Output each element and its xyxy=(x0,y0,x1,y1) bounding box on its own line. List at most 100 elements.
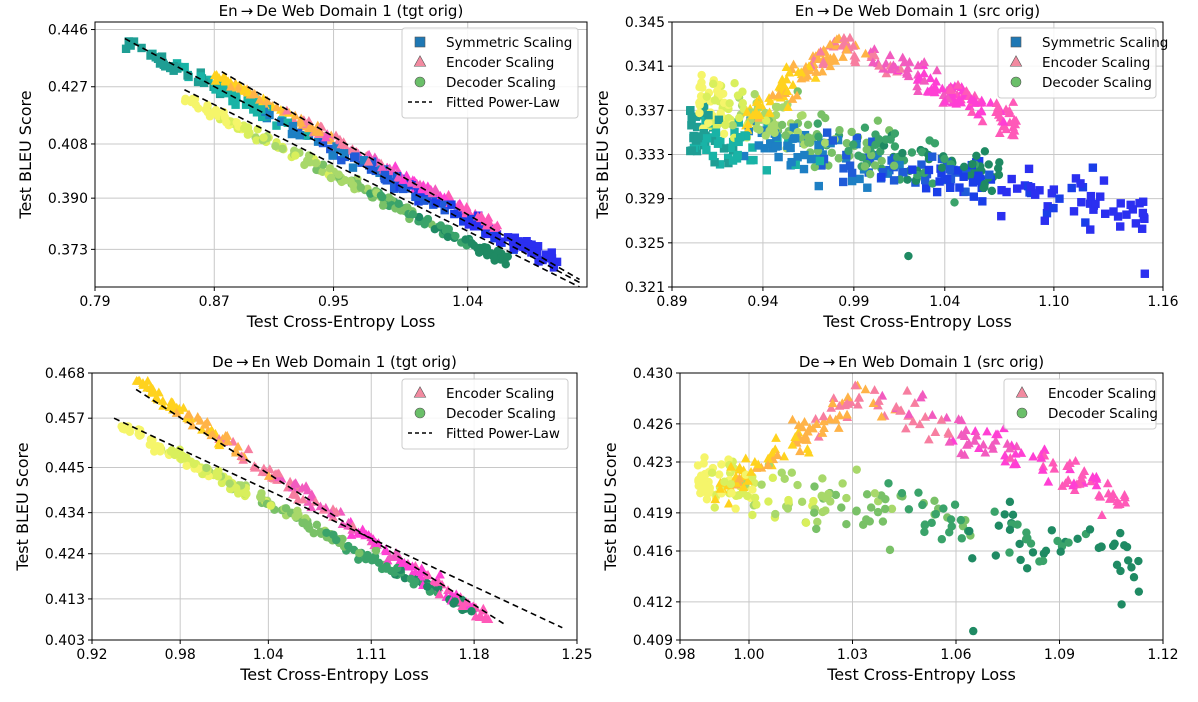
symmetric-scaling-point xyxy=(702,145,711,155)
symmetric-scaling-point xyxy=(997,211,1006,221)
y-tick-label: 0.409 xyxy=(633,633,673,649)
encoder-scaling-point xyxy=(783,102,793,111)
decoder-scaling-point xyxy=(877,156,886,166)
decoder-scaling-point xyxy=(1123,556,1133,565)
symmetric-scaling-point xyxy=(295,131,304,140)
symmetric-scaling-point xyxy=(302,131,312,140)
y-tick-label: 0.445 xyxy=(45,460,85,476)
decoder-scaling-point xyxy=(965,526,974,536)
decoder-scaling-point xyxy=(870,489,880,498)
decoder-scaling-point xyxy=(886,135,895,144)
decoder-scaling-point xyxy=(325,164,335,173)
symmetric-scaling-point xyxy=(895,160,904,170)
encoder-scaling-point xyxy=(363,156,374,166)
encoder-scaling-point xyxy=(873,400,883,410)
decoder-scaling-point xyxy=(801,518,811,528)
symmetric-scaling-point xyxy=(348,163,358,172)
encoder-scaling-point xyxy=(902,385,913,395)
symmetric-scaling-point xyxy=(1138,208,1148,218)
symmetric-scaling-point xyxy=(935,177,944,186)
symmetric-scaling-point xyxy=(1043,202,1052,211)
decoder-scaling-point xyxy=(750,478,759,488)
decoder-scaling-point xyxy=(1021,535,1031,544)
decoder-scaling-point xyxy=(1134,556,1143,566)
symmetric-scaling-point xyxy=(1099,176,1109,185)
decoder-scaling-point xyxy=(153,442,162,451)
encoder-scaling-point xyxy=(919,75,930,85)
decoder-scaling-point xyxy=(225,479,234,488)
decoder-scaling-point xyxy=(784,497,793,507)
symmetric-scaling-point xyxy=(265,110,274,120)
decoder-scaling-point xyxy=(857,153,867,162)
x-tick-label: 1.25 xyxy=(561,647,592,663)
decoder-scaling-point xyxy=(346,176,355,186)
encoder-scaling-point xyxy=(790,432,801,441)
symmetric-scaling-point xyxy=(728,156,738,165)
symmetric-scaling-point xyxy=(277,117,286,126)
decoder-scaling-point xyxy=(420,220,429,229)
symmetric-scaling-point xyxy=(730,127,739,137)
legend-marker-square xyxy=(1010,36,1022,48)
encoder-scaling-point xyxy=(796,67,807,77)
decoder-scaling-point xyxy=(818,474,827,483)
encoder-scaling-point xyxy=(853,399,863,409)
symmetric-scaling-point xyxy=(464,220,474,229)
encoder-scaling-point xyxy=(773,89,784,99)
encoder-scaling-point xyxy=(178,402,189,412)
decoder-scaling-point xyxy=(374,558,384,568)
symmetric-scaling-point xyxy=(766,139,775,148)
encoder-scaling-point xyxy=(782,86,793,95)
symmetric-scaling-point xyxy=(937,168,946,178)
legend: Encoder Scaling Decoder Scaling Fitted Pow… xyxy=(401,378,569,450)
encoder-scaling-point xyxy=(206,430,217,440)
decoder-scaling-point xyxy=(194,104,203,113)
decoder-scaling-point xyxy=(708,79,718,89)
encoder-scaling-point xyxy=(854,392,864,402)
encoder-scaling-point xyxy=(1040,445,1050,454)
encoder-scaling-point xyxy=(953,79,963,89)
decoder-scaling-point xyxy=(950,198,959,207)
symmetric-scaling-point xyxy=(724,158,733,168)
encoder-scaling-point xyxy=(754,110,765,119)
encoder-scaling-point xyxy=(919,68,929,78)
symmetric-scaling-point xyxy=(815,156,825,166)
decoder-scaling-point xyxy=(748,485,757,494)
y-axis-label: Test BLEU Score xyxy=(16,90,35,219)
encoder-scaling-point xyxy=(849,55,860,65)
decoder-scaling-point xyxy=(771,509,780,519)
decoder-scaling-point xyxy=(719,129,729,139)
decoder-scaling-point xyxy=(493,246,503,255)
encoder-scaling-point xyxy=(941,412,952,422)
encoder-scaling-point xyxy=(792,90,802,100)
y-axis-label: Test BLEU Score xyxy=(601,442,620,571)
encoder-scaling-point xyxy=(795,446,805,456)
symmetric-scaling-point xyxy=(249,101,259,111)
decoder-scaling-point xyxy=(1108,541,1118,551)
encoder-scaling-point xyxy=(142,375,153,385)
x-axis-label: Test Cross-Entropy Loss xyxy=(239,665,429,684)
symmetric-scaling-point xyxy=(788,134,797,143)
symmetric-scaling-point xyxy=(787,157,796,167)
decoder-scaling-point xyxy=(704,118,713,128)
symmetric-scaling-point xyxy=(710,158,719,167)
decoder-scaling-point xyxy=(423,582,432,591)
y-axis-label: Test BLEU Score xyxy=(593,90,612,219)
encoder-scaling-point xyxy=(991,107,1001,116)
legend-label: Symmetric Scaling xyxy=(446,35,572,51)
decoder-scaling-point xyxy=(831,490,841,500)
encoder-scaling-point xyxy=(998,116,1009,126)
encoder-scaling-point xyxy=(430,184,441,193)
encoder-scaling-point xyxy=(1062,461,1072,470)
encoder-scaling-point xyxy=(828,393,839,403)
decoder-scaling-point xyxy=(804,138,813,147)
decoder-scaling-point xyxy=(991,551,1001,560)
decoder-scaling-point xyxy=(1000,510,1009,519)
encoder-scaling-point xyxy=(288,488,299,498)
encoder-scaling-point xyxy=(384,163,395,173)
encoder-scaling-point xyxy=(271,102,282,111)
legend: Symmetric Scaling Encoder Scaling Decoder … xyxy=(997,27,1168,99)
decoder-scaling-point xyxy=(1039,549,1049,558)
decoder-scaling-point xyxy=(887,504,897,514)
legend-marker-circle xyxy=(1016,407,1028,419)
y-tick-label: 0.416 xyxy=(633,544,673,560)
